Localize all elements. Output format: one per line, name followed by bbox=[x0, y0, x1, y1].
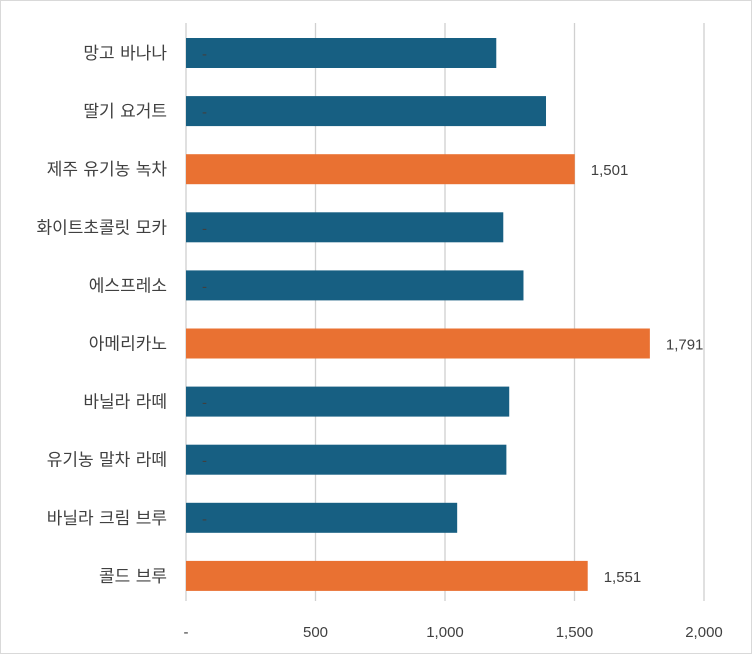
data-label: 1,551 bbox=[604, 569, 642, 586]
bar-highlighted bbox=[186, 154, 575, 185]
bar-highlighted bbox=[186, 560, 588, 591]
data-label: - bbox=[202, 220, 207, 237]
x-tick-label: 2,000 bbox=[685, 624, 723, 641]
category-label: 바닐라 크림 브루 bbox=[47, 509, 167, 529]
bar bbox=[186, 212, 504, 243]
x-tick-labels: - 500 1,000 1,500 2,000 bbox=[184, 624, 723, 641]
category-label: 에스프레소 bbox=[89, 276, 167, 296]
x-tick-label: - bbox=[184, 624, 189, 641]
category-label: 유기농 말차 라떼 bbox=[47, 451, 167, 471]
data-label: 1,791 bbox=[666, 337, 704, 354]
data-label: - bbox=[202, 278, 207, 295]
category-label: 제주 유기농 녹차 bbox=[47, 160, 168, 180]
x-tick-label: 1,000 bbox=[426, 624, 464, 641]
bar bbox=[186, 38, 497, 68]
category-label: 바닐라 라떼 bbox=[83, 393, 167, 413]
data-label: - bbox=[202, 395, 207, 412]
bar bbox=[186, 270, 524, 301]
data-label: - bbox=[202, 46, 207, 63]
bar bbox=[186, 502, 458, 533]
data-label: - bbox=[202, 511, 207, 528]
category-label: 망고 바나나 bbox=[83, 44, 167, 64]
bar bbox=[186, 444, 507, 475]
bar bbox=[186, 96, 547, 127]
x-tick-label: 1,500 bbox=[556, 624, 594, 641]
category-label: 아메리카노 bbox=[89, 335, 167, 355]
category-label: 딸기 요거트 bbox=[83, 102, 167, 122]
data-label: - bbox=[202, 104, 207, 121]
category-label: 화이트초콜릿 모카 bbox=[36, 218, 167, 238]
bars bbox=[186, 38, 650, 591]
category-label: 콜드 브루 bbox=[99, 567, 167, 587]
data-labels: - - 1,501 - - 1,791 - - - 1,551 bbox=[202, 46, 703, 586]
data-label: - bbox=[202, 453, 207, 470]
x-tick-label: 500 bbox=[303, 624, 328, 641]
data-label: 1,501 bbox=[591, 162, 629, 179]
bar bbox=[186, 386, 510, 417]
bar-highlighted bbox=[186, 328, 650, 359]
